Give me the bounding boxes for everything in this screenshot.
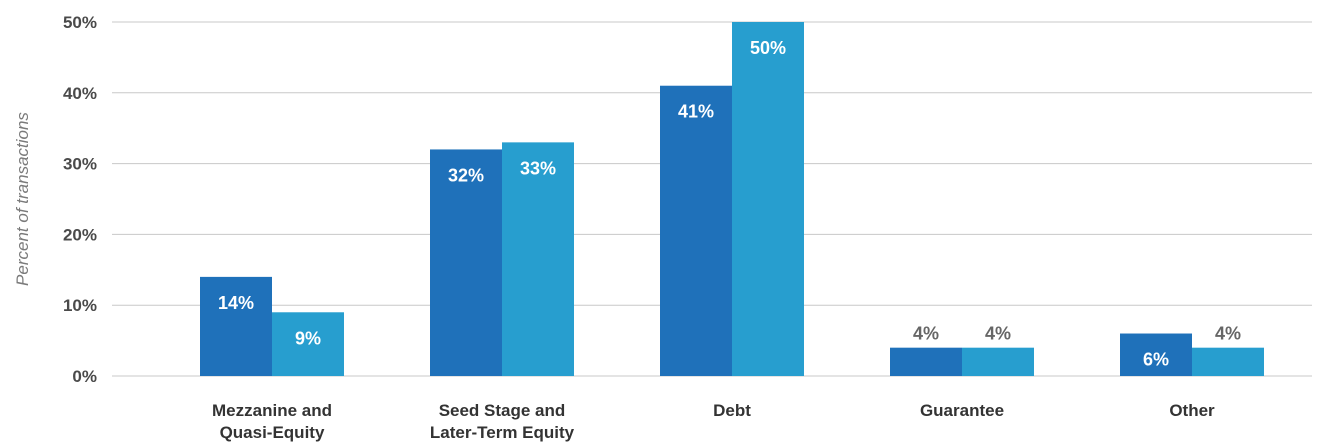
data-label: 4% (985, 324, 1011, 344)
y-tick-label: 10% (63, 296, 97, 315)
data-label: 4% (1215, 324, 1241, 344)
bar (502, 142, 574, 376)
x-category-label: Guarantee (920, 401, 1004, 420)
y-axis-ticks: 0% 10% 20% 30% 40% 50% (63, 13, 97, 386)
data-label: 9% (295, 328, 321, 348)
y-tick-label: 20% (63, 225, 97, 244)
y-tick-label: 50% (63, 13, 97, 32)
y-tick-label: 40% (63, 84, 97, 103)
x-axis-categories: Mezzanine and Quasi-Equity Seed Stage and L… (212, 401, 1215, 442)
bar (732, 22, 804, 376)
bar (200, 276, 272, 376)
bars (200, 22, 1264, 376)
data-label: 6% (1143, 350, 1169, 370)
bar (890, 347, 962, 376)
bar (660, 85, 732, 376)
y-tick-label: 30% (63, 155, 97, 174)
x-category-label: Other (1169, 401, 1215, 420)
x-category-label: Mezzanine and Quasi-Equity (212, 401, 332, 442)
bar (430, 149, 502, 376)
x-category-label: Seed Stage and Later-Term Equity (430, 401, 575, 442)
bar (1120, 333, 1192, 376)
data-label: 41% (678, 102, 714, 122)
data-label: 50% (750, 38, 786, 58)
bar (962, 347, 1034, 376)
data-label: 32% (448, 165, 484, 185)
y-axis-label: Percent of transactions (13, 112, 32, 286)
y-tick-label: 0% (72, 367, 97, 386)
data-labels: 14% 9% 32% 33% 41% 50% 4% 4% 6% 4% (218, 38, 1241, 370)
x-category-label: Debt (713, 401, 751, 420)
bar (1192, 347, 1264, 376)
data-label: 14% (218, 293, 254, 313)
data-label: 33% (520, 158, 556, 178)
bar (272, 312, 344, 376)
data-label: 4% (913, 324, 939, 344)
